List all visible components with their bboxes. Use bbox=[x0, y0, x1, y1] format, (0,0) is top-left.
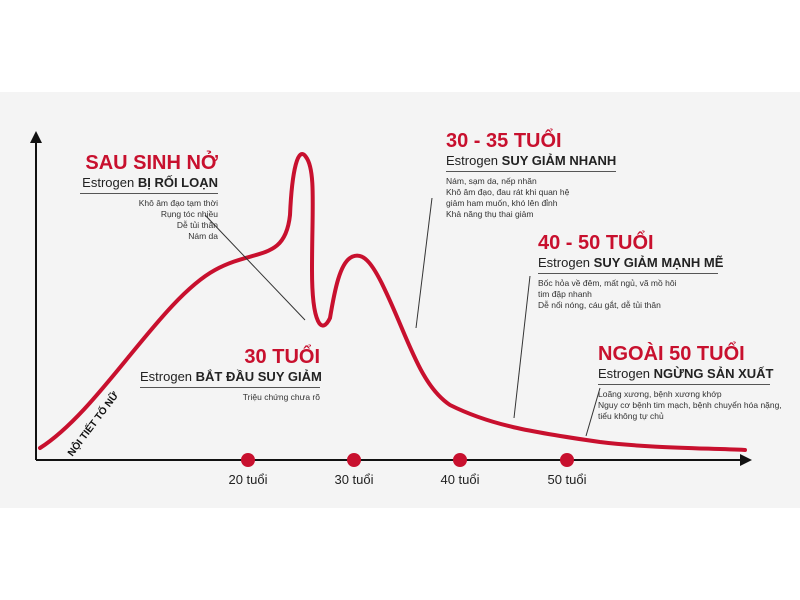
chart-background bbox=[0, 92, 800, 508]
connector-postpartum bbox=[204, 214, 306, 321]
annotation-subtitle: Estrogen SUY GIẢM NHANH bbox=[446, 153, 617, 168]
annotation-note: giảm ham muốn, khó lên đỉnh bbox=[446, 198, 558, 208]
tick-marker-20 bbox=[241, 453, 255, 467]
annotation-heading: SAU SINH NỞ bbox=[85, 152, 218, 174]
tick-label-50: 50 tuổi bbox=[547, 472, 586, 487]
annotation-rule bbox=[140, 387, 320, 388]
annotation-note: Rụng tóc nhiều bbox=[160, 209, 218, 219]
connector-age40-50 bbox=[513, 275, 531, 419]
annotation-postpartum: SAU SINH NỞ Estrogen BỊ RỐI LOẠN Khô âm … bbox=[80, 152, 218, 242]
annotation-note: Khả năng thụ thai giảm bbox=[446, 209, 534, 219]
annotation-subtitle: Estrogen SUY GIẢM MẠNH MẼ bbox=[538, 255, 724, 270]
annotation-note: Nguy cơ bệnh tim mạch, bệnh chuyển hóa n… bbox=[598, 400, 782, 410]
annotation-heading: 30 - 35 TUỔI bbox=[446, 130, 562, 152]
tick-label-20: 20 tuổi bbox=[228, 472, 267, 487]
tick-label-40: 40 tuổi bbox=[440, 472, 479, 487]
x-axis-arrow bbox=[740, 454, 752, 466]
annotation-rule bbox=[598, 384, 770, 385]
annotation-note: Nám, sạm da, nếp nhăn bbox=[446, 176, 537, 186]
annotation-heading: NGOÀI 50 TUỔI bbox=[598, 343, 745, 365]
annotation-rule bbox=[80, 193, 218, 194]
annotation-heading: 40 - 50 TUỔI bbox=[538, 232, 654, 254]
annotation-note: Bốc hỏa về đêm, mất ngủ, vã mồ hôi bbox=[538, 278, 677, 288]
annotation-note: Dễ tủi thân bbox=[176, 220, 218, 230]
annotation-note: Dễ nổi nóng, cáu gắt, dễ tủi thân bbox=[538, 300, 661, 310]
tick-marker-40 bbox=[453, 453, 467, 467]
tick-marker-30 bbox=[347, 453, 361, 467]
connector-over50 bbox=[585, 387, 601, 437]
estrogen-curve bbox=[38, 152, 747, 452]
tick-label-30: 30 tuổi bbox=[334, 472, 373, 487]
annotation-subtitle: Estrogen BỊ RỐI LOẠN bbox=[82, 175, 218, 190]
annotation-age40-50: 40 - 50 TUỔI Estrogen SUY GIẢM MẠNH MẼ B… bbox=[538, 232, 724, 311]
annotation-subtitle: Estrogen NGỪNG SẢN XUẤT bbox=[598, 366, 774, 381]
tick-marker-50 bbox=[560, 453, 574, 467]
annotation-heading: 30 TUỔI bbox=[244, 346, 320, 368]
annotation-note: Nám da bbox=[188, 231, 218, 241]
annotation-note: Khô âm đạo, đau rát khi quan hệ bbox=[446, 187, 570, 197]
annotation-age30-35: 30 - 35 TUỔI Estrogen SUY GIẢM NHANH Nám… bbox=[446, 130, 616, 220]
annotation-note: Khô âm đạo tạm thời bbox=[138, 198, 218, 208]
annotation-rule bbox=[446, 171, 616, 172]
annotation-note: tim đập nhanh bbox=[538, 289, 592, 299]
annotation-note: tiểu không tự chủ bbox=[598, 411, 664, 421]
annotation-over50: NGOÀI 50 TUỔI Estrogen NGỪNG SẢN XUẤT Lo… bbox=[598, 343, 782, 422]
annotation-rule bbox=[538, 273, 718, 274]
annotation-subtitle: Estrogen BẮT ĐẦU SUY GIẢM bbox=[140, 369, 322, 384]
annotation-age30: 30 TUỔI Estrogen BẮT ĐẦU SUY GIẢM Triệu … bbox=[140, 346, 322, 403]
y-axis-arrow bbox=[30, 131, 42, 143]
connector-age30-35 bbox=[415, 197, 433, 329]
annotation-note: Loãng xương, bệnh xương khớp bbox=[598, 389, 722, 399]
annotation-note: Triệu chứng chưa rõ bbox=[242, 392, 320, 402]
